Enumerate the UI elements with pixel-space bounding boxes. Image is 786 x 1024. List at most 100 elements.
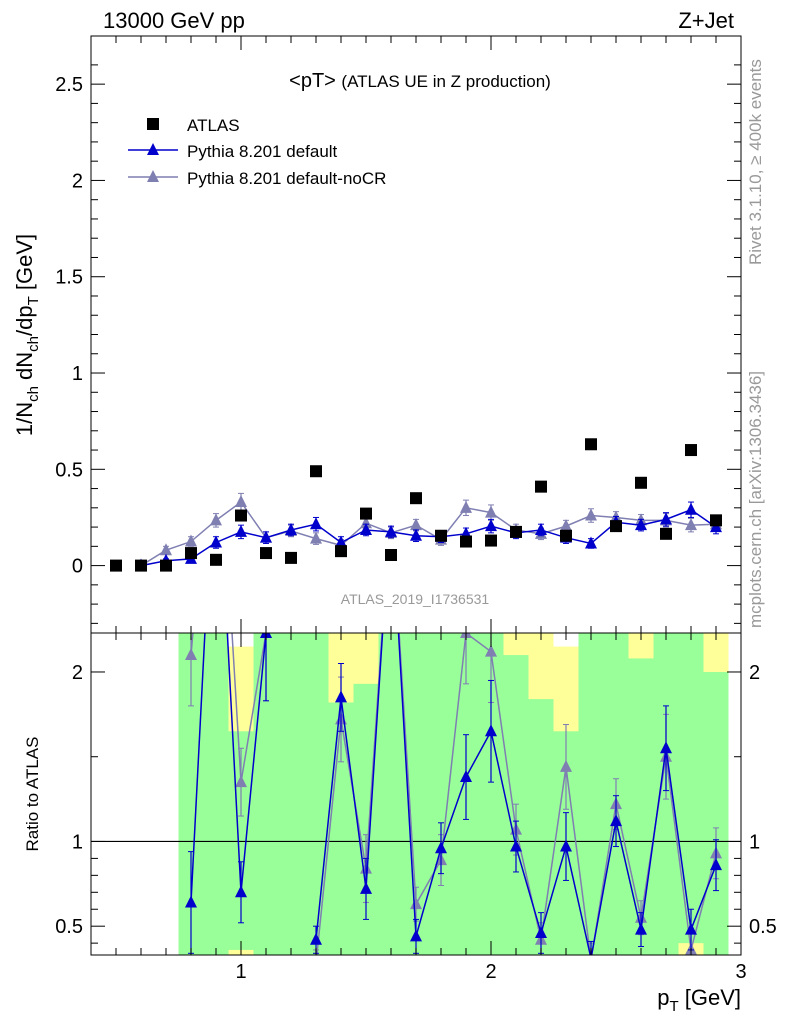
series-1 — [135, 501, 722, 571]
ratio-y-tick-right: 1 — [749, 831, 760, 853]
triangle-point — [185, 534, 197, 547]
legend-marker — [147, 170, 159, 182]
atlas-point — [560, 529, 572, 542]
ratio-triangle-point — [560, 759, 572, 772]
y-axis-label-part: 1/N — [12, 402, 37, 436]
y-axis-label-part: [GeV] — [12, 234, 37, 296]
triangle-point — [585, 508, 597, 521]
ratio-triangle-point — [635, 922, 647, 935]
ratio-clipped — [91, 360, 741, 968]
ratio-line — [190, 633, 267, 903]
ratio-triangle-point — [385, 496, 397, 508]
inner-band — [303, 633, 329, 955]
inner-band — [678, 633, 704, 944]
triangle-point — [360, 522, 372, 535]
atlas-point — [635, 476, 647, 489]
triangle-point — [485, 519, 497, 532]
x-axis-label-part: p — [657, 985, 669, 1010]
triangle-point — [235, 524, 247, 537]
triangle-point — [160, 543, 172, 556]
atlas-point — [110, 559, 122, 572]
ratio-triangle-point — [310, 932, 322, 945]
triangle-point — [485, 505, 497, 518]
atlas-point — [210, 553, 222, 566]
ratio-triangle-point — [560, 839, 572, 852]
x-tick-label: 2 — [485, 961, 496, 983]
atlas-point — [260, 547, 272, 560]
header-left: 13000 GeV pp — [103, 8, 245, 33]
triangle-point — [335, 535, 347, 548]
legend-label-0: ATLAS — [187, 116, 240, 135]
ratio-triangle-point — [310, 956, 322, 968]
x-axis-label-part: [GeV] — [679, 985, 741, 1010]
ratio-y-tick-right: 2 — [749, 662, 760, 684]
y-axis-label-part: T — [25, 296, 42, 305]
ratio-y-tick-left: 1 — [72, 831, 83, 853]
inner-band — [278, 633, 304, 955]
ratio-y-tick-left: 2 — [72, 662, 83, 684]
ratio-triangle-point — [485, 644, 497, 657]
ratio-triangle-point — [210, 360, 222, 372]
ratio-triangle-point — [360, 881, 372, 894]
triangle-point — [310, 531, 322, 544]
triangle-point — [235, 495, 247, 508]
triangle-point — [410, 528, 422, 541]
triangle-point — [585, 536, 597, 549]
y-axis-label: 1/Nch dNch/dpT [GeV] — [12, 234, 42, 436]
triangle-point — [385, 524, 397, 537]
y-axis-label-part: ch — [25, 386, 42, 402]
ratio-triangle-point — [235, 775, 247, 788]
y-axis-label-part: /dp — [12, 305, 37, 336]
analysis-id: ATLAS_2019_I1736531 — [341, 591, 490, 607]
triangle-point — [460, 500, 472, 513]
legend-marker-atlas — [147, 118, 159, 130]
header-right: Z+Jet — [678, 8, 734, 33]
atlas-point — [535, 480, 547, 493]
series-0 — [110, 438, 722, 572]
main-panel: 00.511.522.51/Nch dNch/dpT [GeV]<pT> (AT… — [12, 35, 742, 634]
ratio-triangle-point — [485, 724, 497, 737]
atlas-point — [585, 438, 597, 451]
plot-title-main: <pT> — [289, 70, 341, 92]
inner-band — [428, 633, 454, 955]
y-tick-label: 1 — [72, 363, 83, 385]
x-tick-label: 1 — [235, 961, 246, 983]
ratio-panel: 0.5 0.5 1 1 2 2 1 2 3 Ratio to ATLAS pT [GeV] — [23, 360, 777, 1015]
ratio-y-axis-label: Ratio to ATLAS — [23, 737, 42, 852]
plot-title: <pT> (ATLAS UE in Z production) — [289, 70, 551, 92]
triangle-point — [535, 522, 547, 535]
triangle-point — [210, 513, 222, 526]
triangle-point — [310, 517, 322, 530]
x-axis-label-part: T — [669, 998, 678, 1015]
ratio-triangle-point — [185, 895, 197, 908]
triangle-point — [360, 516, 372, 529]
triangle-point — [210, 535, 222, 548]
ratio-y-tick-right: 0.5 — [749, 916, 777, 938]
ratio-triangle-point — [210, 411, 222, 423]
y-tick-label: 2.5 — [55, 74, 83, 96]
triangle-point — [660, 512, 672, 525]
ratio-y-tick-left: 0.5 — [55, 916, 83, 938]
triangle-point — [685, 518, 697, 531]
atlas-point — [310, 465, 322, 478]
ratio-triangle-point — [610, 814, 622, 827]
ratio-series-0 — [185, 411, 722, 955]
atlas-point — [135, 559, 147, 572]
series-2 — [135, 492, 722, 571]
y-tick-label: 0 — [72, 556, 83, 578]
ratio-triangle-point — [410, 929, 422, 942]
x-tick-label: 3 — [735, 961, 746, 983]
atlas-point — [185, 547, 197, 560]
series-line — [140, 500, 717, 567]
atlas-point — [435, 529, 447, 542]
atlas-point — [710, 514, 722, 527]
atlas-point — [160, 559, 172, 572]
legend-label-2: Pythia 8.201 default-noCR — [187, 169, 386, 188]
triangle-point — [560, 519, 572, 532]
atlas-point — [285, 551, 297, 564]
triangle-point — [685, 502, 697, 515]
y-tick-label: 0.5 — [55, 459, 83, 481]
ratio-triangle-point — [235, 885, 247, 898]
y-tick-label: 2 — [72, 170, 83, 192]
